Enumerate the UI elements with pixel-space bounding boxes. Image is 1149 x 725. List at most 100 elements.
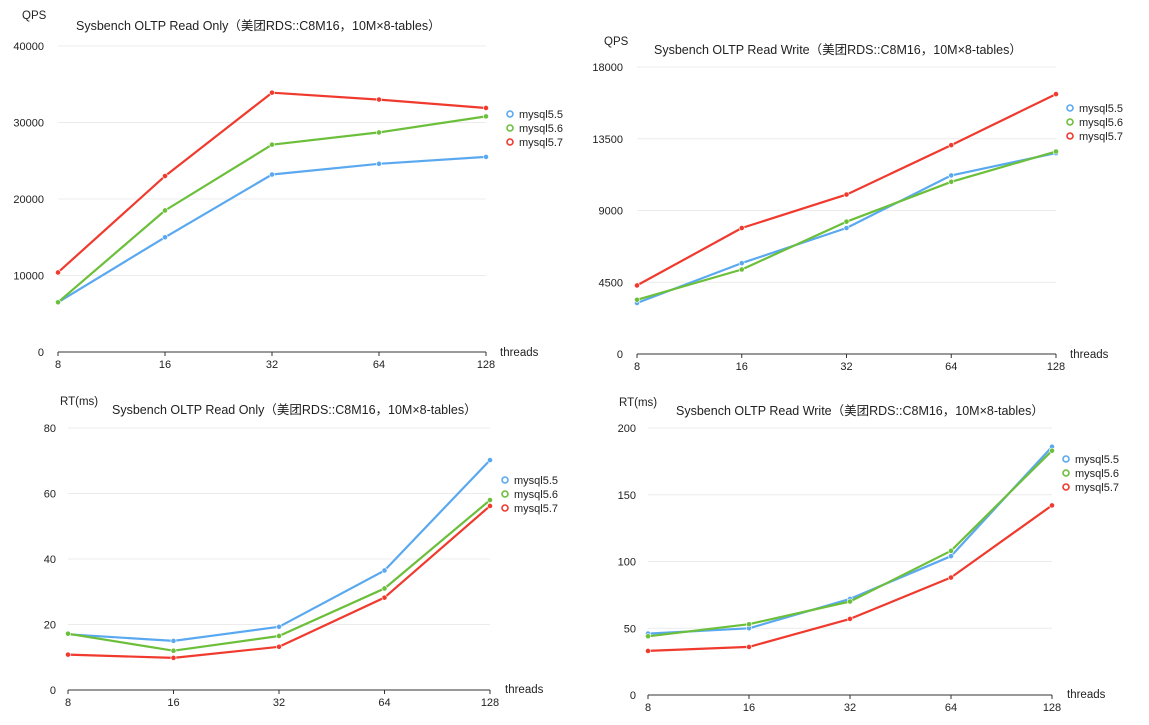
x-tick-label: 8 [65, 697, 71, 709]
y-tick-label: 80 [44, 423, 56, 435]
data-point-mysql5.7 [55, 269, 61, 276]
x-tick-label: 32 [840, 361, 852, 373]
x-tick-label: 16 [736, 361, 748, 373]
y-tick-label: 0 [38, 347, 44, 359]
chart-title: Sysbench OLTP Read Write（美团RDS::C8M16，10… [654, 43, 1022, 57]
data-point-mysql5.7 [738, 225, 745, 231]
data-point-mysql5.7 [645, 648, 651, 654]
y-axis-label: RT(ms) [619, 397, 657, 409]
x-axis-label: threads [505, 684, 544, 696]
data-point-mysql5.7 [162, 173, 168, 179]
y-axis-label: RT(ms) [60, 396, 98, 408]
x-tick-label: 32 [844, 702, 856, 714]
legend-marker [501, 476, 509, 484]
y-tick-label: 60 [44, 489, 56, 501]
data-point-mysql5.7 [381, 594, 388, 601]
data-point-mysql5.5 [948, 553, 954, 560]
x-axis-label: threads [1067, 689, 1106, 701]
data-point-mysql5.7 [948, 574, 954, 581]
data-point-mysql5.6 [634, 296, 640, 303]
chart-title: Sysbench OLTP Read Only（美团RDS::C8M16，10M… [76, 19, 441, 33]
legend-marker [1066, 132, 1074, 140]
y-tick-label: 10000 [13, 271, 44, 283]
data-point-mysql5.7 [847, 616, 853, 622]
x-tick-label: 16 [159, 359, 171, 371]
data-point-mysql5.6 [645, 633, 651, 640]
data-point-mysql5.7 [1053, 91, 1059, 98]
y-tick-label: 40000 [13, 41, 44, 53]
series-line-mysql5.5 [647, 445, 1053, 635]
legend-label: mysql5.5 [1079, 103, 1123, 115]
y-tick-label: 200 [618, 423, 636, 435]
y-tick-label: 0 [50, 685, 56, 697]
data-point-mysql5.6 [269, 141, 275, 148]
data-point-mysql5.7 [1049, 502, 1055, 509]
legend-label: mysql5.7 [514, 503, 558, 515]
data-point-mysql5.6 [746, 621, 752, 628]
x-tick-label: 8 [55, 359, 61, 371]
x-tick-label: 16 [167, 697, 179, 709]
data-point-mysql5.7 [170, 655, 177, 661]
data-point-mysql5.6 [843, 218, 850, 225]
x-tick-label: 128 [1047, 361, 1065, 373]
x-tick-label: 128 [481, 697, 499, 709]
data-point-mysql5.5 [269, 171, 275, 178]
x-tick-label: 64 [945, 361, 957, 373]
data-point-mysql5.7 [487, 503, 493, 509]
series-line-mysql5.6 [647, 449, 1053, 638]
data-point-mysql5.6 [483, 113, 489, 120]
data-point-mysql5.6 [1049, 447, 1055, 454]
data-point-mysql5.7 [269, 89, 275, 96]
y-tick-label: 0 [630, 690, 636, 702]
series-line-mysql5.5 [67, 459, 491, 643]
data-point-mysql5.5 [843, 225, 850, 231]
y-tick-label: 50 [624, 623, 636, 635]
data-point-mysql5.5 [738, 260, 745, 267]
legend-label: mysql5.6 [1075, 468, 1119, 480]
legend-label: mysql5.7 [1079, 131, 1123, 143]
legend-label: mysql5.5 [514, 475, 558, 487]
y-tick-label: 9000 [599, 206, 623, 218]
data-point-mysql5.5 [381, 567, 388, 574]
x-tick-label: 64 [945, 702, 957, 714]
y-tick-label: 0 [617, 349, 623, 361]
y-tick-label: 40 [44, 554, 56, 566]
data-point-mysql5.5 [948, 172, 955, 179]
chart-read-only-qps: 0 10000 20000 30000 40000 8 16 32 64 128 Sysbench … [13, 10, 563, 371]
legend-marker [506, 110, 514, 118]
data-point-mysql5.5 [162, 234, 168, 241]
data-point-mysql5.6 [376, 129, 382, 136]
data-point-mysql5.7 [483, 105, 489, 111]
data-point-mysql5.7 [746, 644, 752, 650]
legend-marker [501, 504, 509, 512]
legend-label: mysql5.6 [1079, 117, 1123, 129]
x-tick-label: 8 [645, 702, 651, 714]
data-point-mysql5.6 [162, 207, 168, 214]
legend-label: mysql5.6 [519, 123, 563, 135]
x-tick-label: 8 [634, 361, 640, 373]
legend-marker [1062, 455, 1070, 463]
legend-marker [506, 138, 514, 146]
data-point-mysql5.7 [634, 282, 640, 289]
data-point-mysql5.7 [65, 651, 71, 658]
data-point-mysql5.6 [170, 647, 177, 654]
x-tick-label: 128 [477, 359, 495, 371]
data-point-mysql5.7 [948, 142, 955, 149]
data-point-mysql5.7 [843, 191, 850, 198]
legend-marker [506, 124, 514, 132]
x-tick-label: 16 [743, 702, 755, 714]
series-line-mysql5.7 [636, 93, 1057, 287]
x-axis-label: threads [500, 347, 539, 359]
y-tick-label: 18000 [592, 62, 623, 74]
data-point-mysql5.6 [847, 598, 853, 605]
data-point-mysql5.5 [483, 154, 489, 160]
y-tick-label: 150 [618, 490, 636, 502]
x-tick-label: 32 [273, 697, 285, 709]
legend-label: mysql5.6 [514, 489, 558, 501]
legend-marker [1062, 469, 1070, 477]
legend-marker [501, 490, 509, 498]
legend-marker [1062, 483, 1070, 491]
legend-label: mysql5.7 [519, 137, 563, 149]
data-point-mysql5.6 [381, 585, 388, 592]
data-point-mysql5.6 [948, 547, 954, 554]
